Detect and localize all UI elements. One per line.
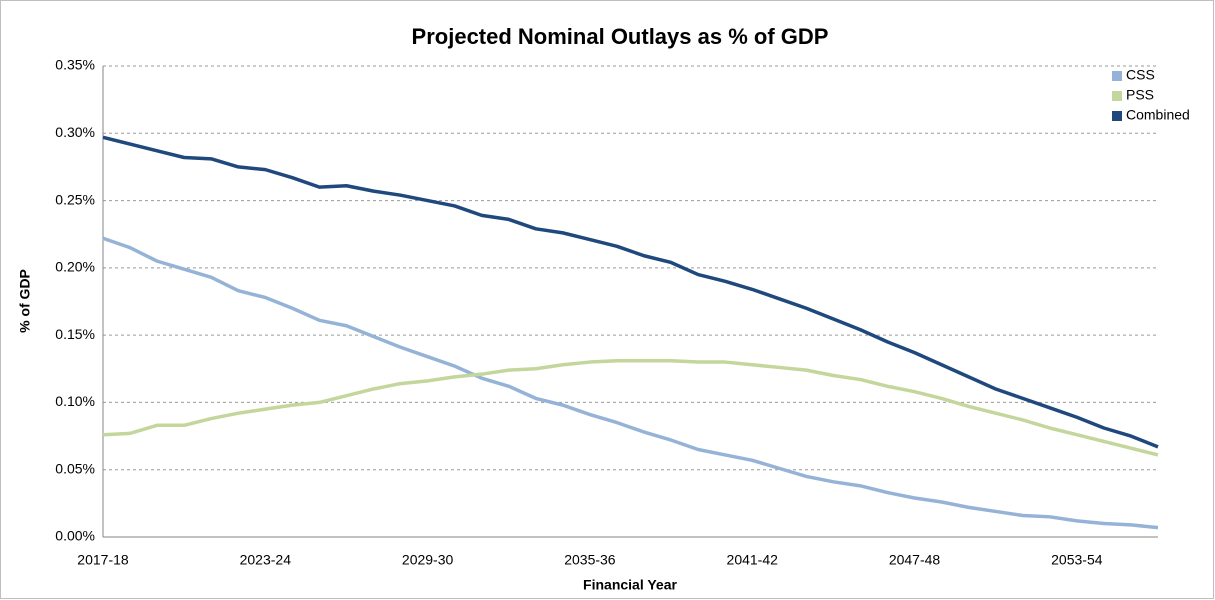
legend-swatch [1112,71,1122,81]
chart-title: Projected Nominal Outlays as % of GDP [412,24,829,49]
y-tick-label: 0.15% [55,326,95,342]
x-tick-label: 2053-54 [1051,552,1103,568]
legend-swatch [1112,111,1122,121]
x-tick-label: 2035-36 [564,552,616,568]
y-tick-label: 0.20% [55,259,95,275]
y-axis-label: % of GDP [17,269,33,333]
series-line [102,358,1159,457]
x-axis-label: Financial Year [583,577,677,593]
x-tick-label: 2023-24 [240,552,292,568]
y-tick-label: 0.25% [55,191,95,207]
series-line [102,236,1159,530]
y-tick-label: 0.05% [55,460,95,476]
legend-label: CSS [1126,67,1155,83]
y-tick-label: 0.10% [55,393,95,409]
x-tick-label: 2017-18 [77,552,129,568]
y-tick-label: 0.00% [55,528,95,544]
legend-label: Combined [1126,107,1190,123]
y-tick-label: 0.35% [55,57,95,73]
legend-swatch [1112,91,1122,101]
x-tick-label: 2047-48 [889,552,941,568]
legend-label: PSS [1126,87,1154,103]
x-tick-label: 2029-30 [402,552,454,568]
y-tick-label: 0.30% [55,124,95,140]
x-tick-label: 2041-42 [727,552,779,568]
series-line [102,135,1159,449]
